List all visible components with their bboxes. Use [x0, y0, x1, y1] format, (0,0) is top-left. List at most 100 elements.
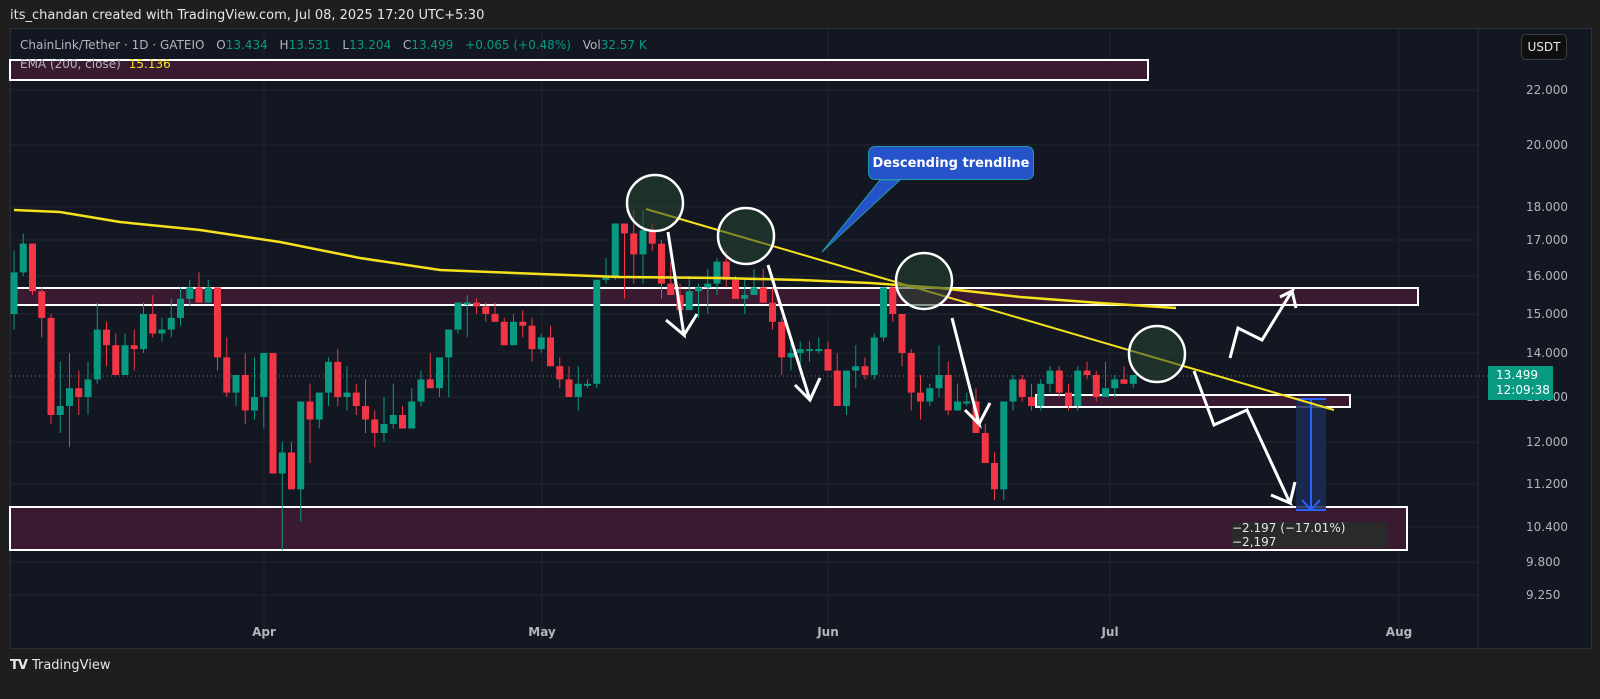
currency-button[interactable]: USDT — [1521, 34, 1567, 60]
candle-body — [759, 287, 767, 303]
candle-body — [732, 279, 739, 299]
candle-body — [1018, 379, 1026, 397]
brand-name: TradingView — [31, 658, 111, 673]
close-value: 13.499 — [411, 38, 454, 52]
current-price-label: 13.499 12:09:38 — [1488, 366, 1553, 400]
candle-body — [602, 276, 610, 280]
date-tick: Jun — [816, 625, 839, 639]
candle-body — [204, 287, 212, 303]
date-tick: Jul — [1100, 625, 1118, 639]
candle-body — [944, 375, 952, 411]
candle-body — [66, 388, 73, 406]
candle-body — [463, 302, 471, 305]
candle-body — [584, 383, 591, 386]
candle-body — [907, 353, 915, 393]
tradingview-brand[interactable]: TV TradingView — [10, 658, 110, 673]
candle-body — [260, 353, 268, 397]
candle-body — [362, 406, 369, 420]
candle-body — [491, 314, 499, 322]
ema-value: 15.136 — [128, 57, 171, 71]
low-label: L — [342, 38, 350, 52]
candle-body — [1000, 401, 1008, 490]
candle-body — [214, 287, 221, 358]
candle-body — [186, 287, 194, 299]
candle-body — [648, 230, 656, 244]
candle-body — [556, 366, 564, 380]
target-zone — [9, 506, 1408, 551]
candle-body — [1092, 375, 1100, 397]
low-value: 13.204 — [349, 38, 392, 52]
candle-body — [56, 406, 64, 415]
candle-body — [121, 345, 129, 375]
ema-legend[interactable]: EMA (200, close) 15.136 — [20, 57, 171, 71]
arrow-icon — [665, 231, 699, 339]
candle-body — [352, 392, 360, 406]
candle-body — [991, 463, 998, 490]
candle-body — [232, 375, 240, 393]
candle-body — [19, 243, 27, 273]
candle-body — [750, 287, 758, 295]
candle-body — [954, 401, 961, 411]
price-tick: 9.250 — [1526, 588, 1560, 602]
callout-pointer — [821, 179, 902, 253]
candle-body — [223, 357, 231, 393]
ema-name: EMA (200, close) — [20, 57, 121, 71]
close-label: C — [402, 38, 412, 52]
candle-body — [130, 345, 138, 350]
symbol-title[interactable]: ChainLink/Tether · 1D · GATEIO — [20, 38, 205, 52]
ema-200-line — [13, 208, 1177, 310]
measure-label: −2.197 (−17.01%) −2,197 — [1232, 521, 1388, 549]
price-tick: 14.000 — [1526, 346, 1568, 360]
highlight-circle — [625, 173, 685, 233]
candle-body — [667, 283, 675, 295]
candle-body — [593, 279, 601, 384]
candle-body — [815, 349, 823, 352]
candle-body — [1037, 383, 1045, 406]
candle-body — [195, 287, 203, 303]
candle-body — [389, 415, 397, 424]
candle-body — [177, 298, 184, 318]
candle-body — [1083, 370, 1091, 375]
candle-body — [806, 349, 813, 352]
candle-body — [796, 349, 804, 353]
arrow-icon — [1228, 287, 1298, 359]
candle-body — [1046, 370, 1054, 384]
date-tick: May — [528, 625, 556, 639]
date-tick: Aug — [1386, 625, 1412, 639]
open-value: 13.434 — [225, 38, 268, 52]
candle-body — [436, 357, 443, 389]
candle-body — [1065, 392, 1072, 406]
candle-body — [454, 302, 462, 330]
candle-body — [537, 337, 545, 350]
candle-body — [1074, 370, 1082, 406]
candle-body — [325, 361, 332, 393]
candle-body — [722, 261, 730, 280]
highlight-circle — [894, 251, 954, 311]
arrow-icon — [950, 317, 992, 429]
candle-body — [306, 401, 314, 420]
candle-body — [112, 345, 120, 375]
high-label: H — [279, 38, 289, 52]
candle-body — [824, 349, 832, 371]
candle-body — [343, 392, 351, 397]
candle-body — [288, 452, 295, 490]
candle-body — [371, 419, 379, 433]
candle-body — [473, 302, 480, 307]
volume-value: 32.57 K — [600, 38, 647, 52]
candle-body — [1129, 375, 1137, 384]
candle-body — [685, 291, 693, 311]
candle-body — [500, 321, 508, 346]
candle-body — [713, 261, 721, 284]
trendline-callout[interactable]: Descending trendline — [868, 146, 1034, 180]
candle-body — [251, 397, 258, 411]
candle-body — [695, 287, 702, 292]
candle-body — [408, 401, 416, 429]
candle-body — [778, 321, 786, 358]
highlight-circle — [1127, 324, 1187, 384]
candle-body — [658, 243, 665, 284]
candle-body — [621, 223, 628, 234]
candle-body — [149, 314, 157, 334]
candle-body — [399, 415, 406, 429]
candle-body — [880, 287, 887, 338]
